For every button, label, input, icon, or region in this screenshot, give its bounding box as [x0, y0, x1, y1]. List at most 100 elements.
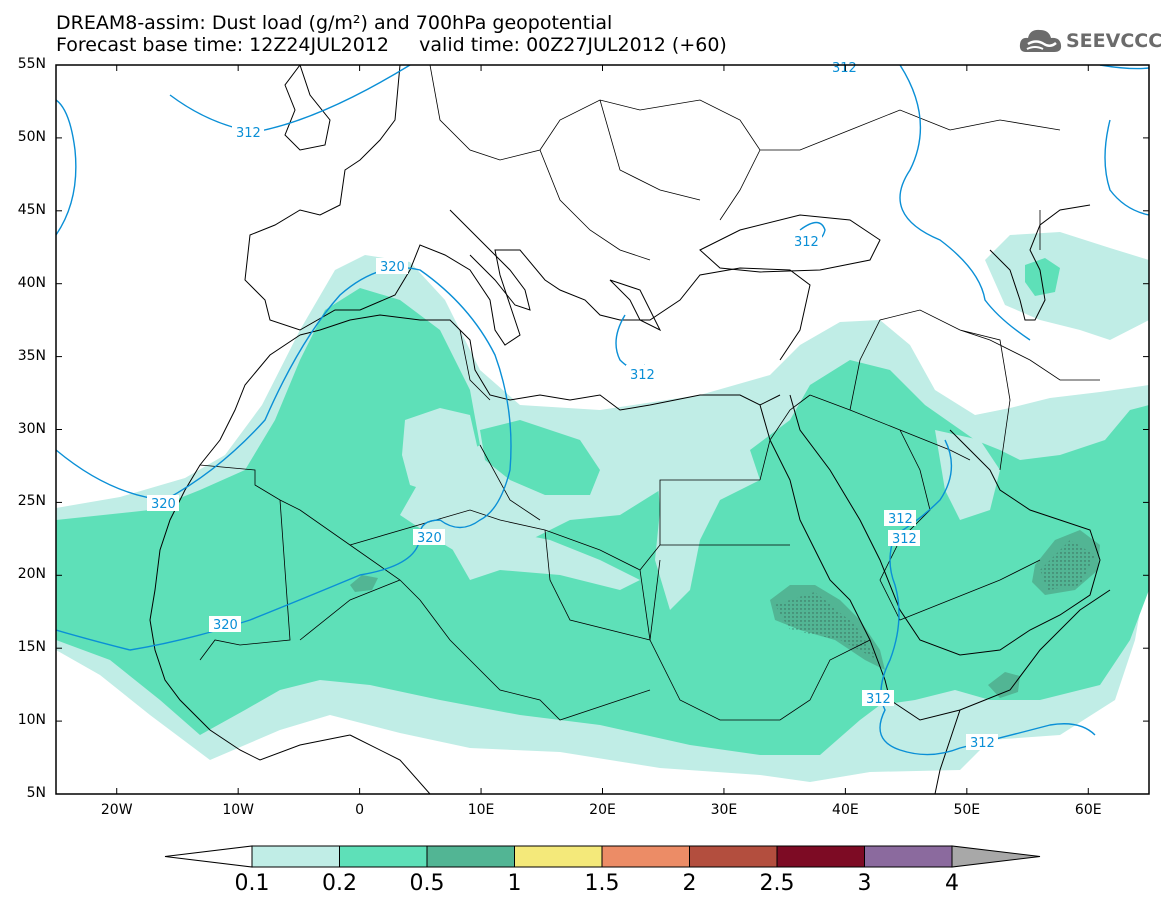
- coast-caspian: [989, 204, 1091, 321]
- contour-label-text: 312: [630, 368, 655, 383]
- dust-area-low-caspian: [985, 232, 1149, 340]
- contour-label: 312: [888, 530, 920, 547]
- contour-312-ne: [899, 65, 1031, 341]
- contour-label: 312: [862, 690, 894, 707]
- colorbar-swatch: [514, 845, 603, 868]
- dust-area-mid: [56, 288, 1149, 755]
- lat-label: 5N: [26, 785, 46, 801]
- contour-label-text: 312: [888, 512, 913, 527]
- lon-label: 20E: [589, 802, 616, 818]
- borders: [199, 65, 1100, 721]
- lon-label: 10W: [222, 802, 254, 818]
- colorbar-swatch: [339, 845, 428, 868]
- map-title-line2: Forecast base time: 12Z24JUL2012 valid t…: [56, 34, 727, 56]
- colorbar-swatch: [864, 845, 953, 868]
- contour-label-text: 312: [892, 532, 917, 547]
- colorbar-arrow-right: [951, 845, 1041, 868]
- colorbar-tick-label: 3: [857, 871, 872, 896]
- dust-area-high-mali: [350, 575, 378, 592]
- contour-label: 312: [790, 232, 822, 250]
- lon-label: 40E: [832, 802, 859, 818]
- contour-label: 312: [232, 124, 264, 141]
- lat-label: 10N: [17, 712, 46, 729]
- lat-label: 45N: [17, 201, 46, 218]
- coast-africa-north: [299, 314, 781, 411]
- coast-europe: [244, 65, 811, 361]
- colorbar-tick-label: 4: [945, 871, 959, 896]
- lon-label: 10E: [467, 802, 495, 818]
- lat-label: 25N: [17, 493, 46, 510]
- borders-africa: [199, 329, 871, 721]
- colorbar-tick-label: 1.5: [584, 871, 620, 896]
- lat-label: 20N: [17, 566, 46, 583]
- lon-label: 30E: [710, 802, 738, 818]
- contour-label-text: 320: [213, 618, 238, 633]
- contour-320-left: [56, 99, 77, 236]
- contour-label: 312: [626, 365, 658, 383]
- coast-greece: [609, 279, 662, 332]
- colorbar-arrow-left: [164, 845, 253, 868]
- map-title-line1: DREAM8-assim: Dust load (g/m²) and 700hP…: [56, 12, 613, 34]
- cloud-icon: [1019, 29, 1062, 52]
- colorbar-tick-label: 1: [507, 871, 522, 896]
- coast-somalia: [934, 709, 961, 794]
- dust-area-low-patch1: [402, 408, 478, 495]
- contour-label-text: 320: [380, 260, 405, 275]
- axis-ticks: [56, 64, 1149, 795]
- contour-label-text: 312: [970, 736, 995, 751]
- borders-mideast: [809, 210, 1100, 621]
- lat-label: 30N: [17, 420, 46, 437]
- logo-text: SEEVCCC: [1066, 30, 1163, 52]
- contour-312-east: [1099, 65, 1149, 216]
- coast-uk: [284, 65, 331, 151]
- contour-label-text: 312: [832, 61, 857, 76]
- coast-red-sea: [759, 404, 1111, 721]
- dust-area-low-patch3: [450, 530, 640, 590]
- colorbar-swatch: [689, 845, 778, 868]
- contour-320-main: [56, 267, 512, 651]
- contour-312-nw: [169, 65, 411, 133]
- colorbar-swatch: [601, 845, 690, 868]
- coastlines: [149, 65, 1111, 794]
- lat-label: 40N: [17, 274, 46, 291]
- borders-europe: [429, 65, 1061, 261]
- contour-labels: 312 312 312 320 320 320 320 312 312 312 …: [147, 58, 998, 751]
- contour-label: 312: [966, 734, 998, 751]
- dust-area-high-somalia: [988, 672, 1020, 698]
- contour-312-crete: [615, 314, 646, 370]
- lat-label: 35N: [17, 347, 46, 364]
- dust-area-mid-caspian: [1025, 258, 1060, 296]
- contour-label: 312: [884, 510, 916, 527]
- dust-area-low-patch4: [935, 430, 1000, 520]
- contour-312-se: [879, 439, 1096, 756]
- colorbar-swatch: [426, 845, 515, 868]
- coast-arabia: [789, 394, 1101, 656]
- lon-label: 0: [355, 802, 365, 818]
- contour-label: 320: [413, 529, 445, 546]
- coast-east-africa: [349, 734, 431, 794]
- colorbar-tick-label: 0.1: [234, 871, 270, 896]
- colorbar-tick-label: 2: [682, 871, 697, 896]
- contour-label-text: 320: [417, 531, 442, 546]
- coast-africa-west: [149, 334, 351, 761]
- colorbar: [164, 845, 1041, 868]
- contour-label-text: 320: [151, 497, 176, 512]
- contour-label: 312: [828, 58, 860, 76]
- lat-label: 15N: [17, 639, 46, 656]
- lat-label: 55N: [17, 56, 46, 72]
- lon-label: 60E: [1074, 802, 1102, 818]
- contour-label-text: 312: [794, 235, 819, 250]
- lat-label: 50N: [17, 128, 46, 145]
- dust-field: [56, 232, 1149, 782]
- coast-italy: [449, 209, 531, 311]
- colorbar-tick-label: 2.5: [759, 871, 795, 896]
- colorbar-swatch: [776, 845, 865, 868]
- contour-label-text: 312: [236, 126, 261, 141]
- colorbar-tick-label: 0.2: [322, 871, 357, 896]
- dust-area-mid-north: [480, 420, 600, 495]
- coast-black-sea: [699, 214, 881, 273]
- contour-label: 320: [147, 495, 179, 512]
- colorbar-swatch: [251, 845, 340, 868]
- lon-label: 20W: [100, 802, 133, 818]
